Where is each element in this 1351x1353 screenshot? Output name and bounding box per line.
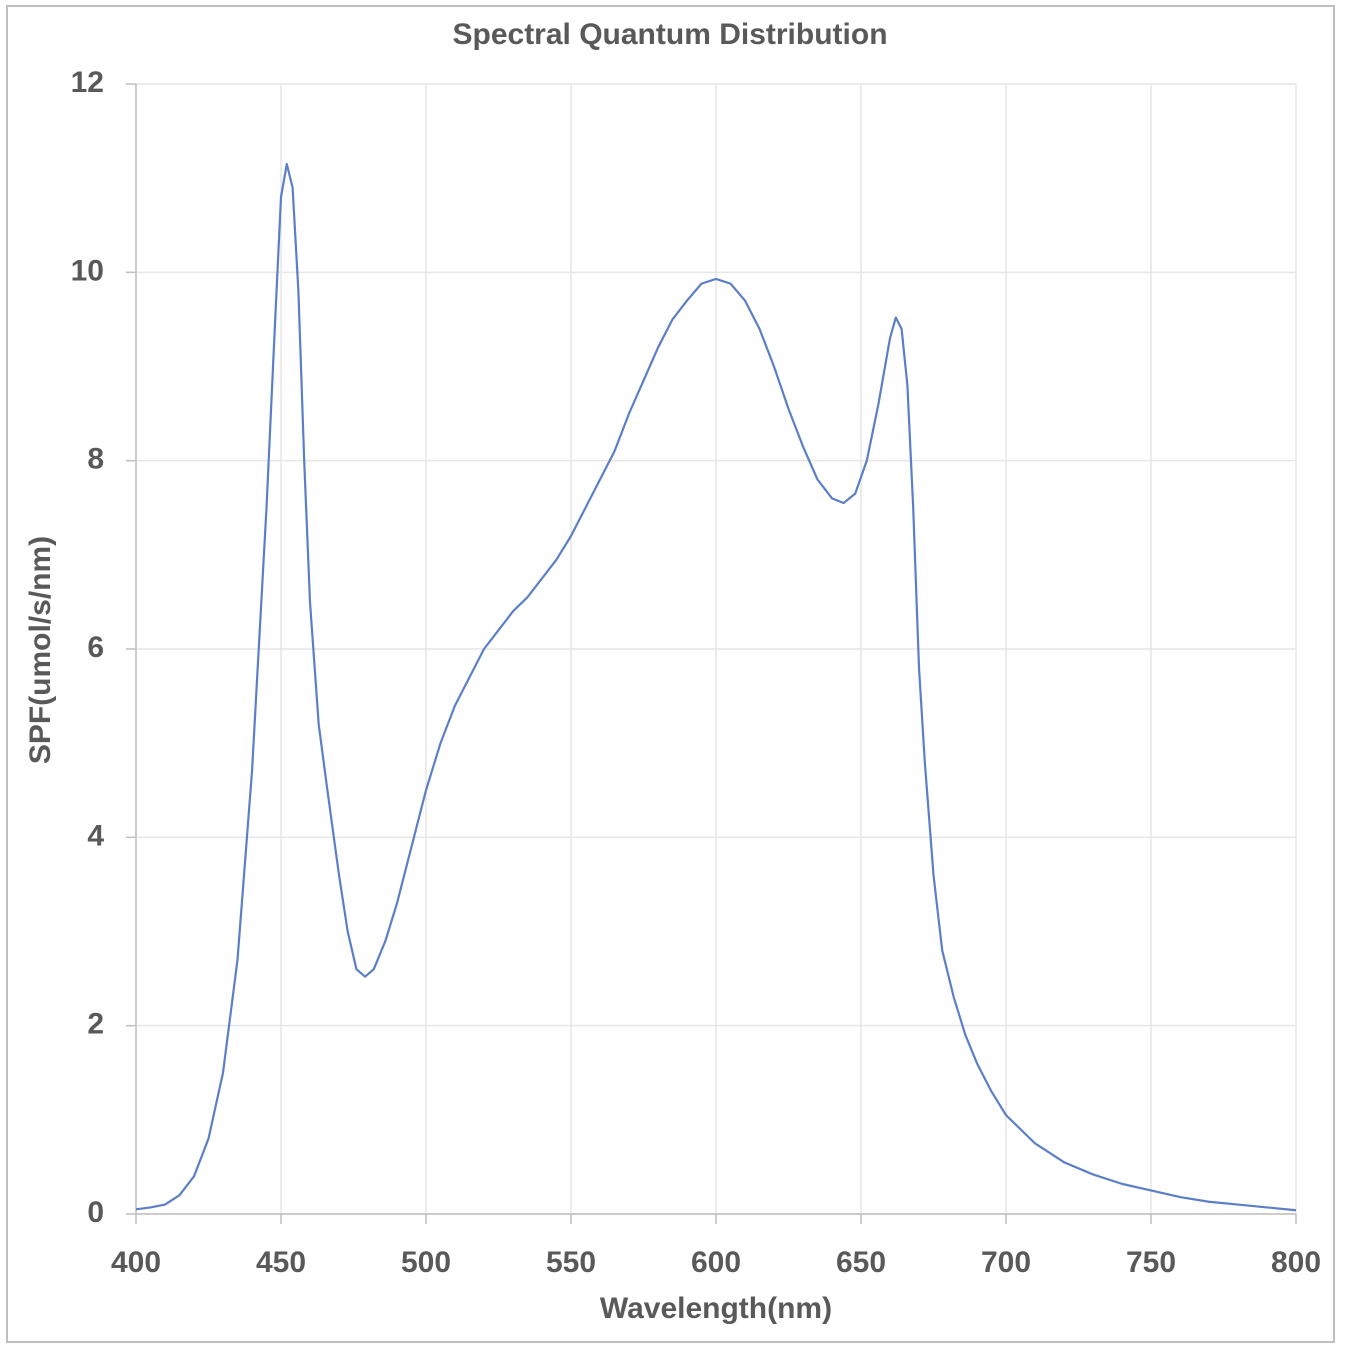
chart-frame xyxy=(6,5,1335,1343)
x-tick-label: 500 xyxy=(401,1246,451,1279)
x-tick-label: 750 xyxy=(1126,1246,1176,1279)
y-tick-label: 0 xyxy=(87,1196,104,1229)
x-tick-label: 650 xyxy=(836,1246,886,1279)
y-tick-label: 12 xyxy=(71,66,104,99)
line-series xyxy=(135,162,1297,1212)
y-axis-label: SPF(umol/s/nm) xyxy=(24,536,57,764)
y-tick-label: 10 xyxy=(71,254,104,287)
y-tick-label: 8 xyxy=(87,443,104,476)
y-tick-label: 4 xyxy=(87,819,104,852)
x-axis-label: Wavelength(nm) xyxy=(600,1292,832,1325)
x-tick-label: 550 xyxy=(546,1246,596,1279)
x-tick-label: 450 xyxy=(256,1246,306,1279)
chart-title: Spectral Quantum Distribution xyxy=(452,18,887,51)
x-tick-label: 800 xyxy=(1271,1246,1321,1279)
x-tick-label: 700 xyxy=(981,1246,1031,1279)
y-tick-label: 2 xyxy=(87,1008,104,1041)
x-tick-label: 600 xyxy=(691,1246,741,1279)
x-tick-label: 400 xyxy=(111,1246,161,1279)
y-tick-label: 6 xyxy=(87,631,104,664)
